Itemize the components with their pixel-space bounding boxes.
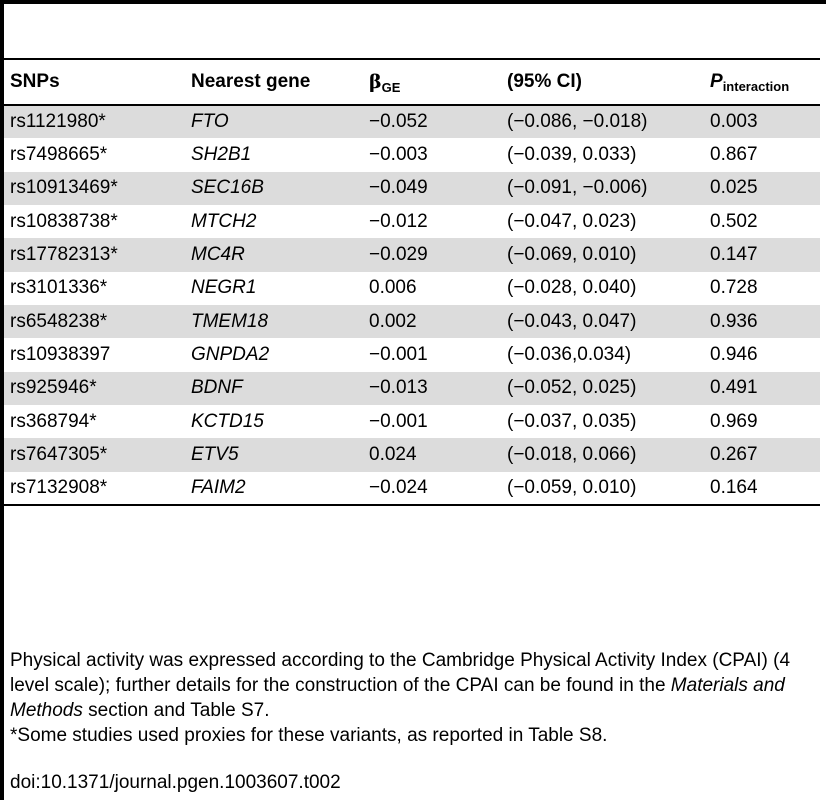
- table-row: rs1121980* FTO −0.052 (−0.086, −0.018) 0.003: [4, 105, 820, 139]
- footnote-text-end: section and Table S7.: [82, 700, 270, 721]
- cell-p: 0.003: [704, 105, 820, 139]
- cell-beta: −0.013: [363, 371, 501, 405]
- cell-beta: 0.006: [369, 277, 417, 299]
- footnote-proxies: *Some studies used proxies for these var…: [10, 725, 608, 746]
- cell-beta: −0.024: [363, 471, 501, 506]
- footnote-italic: Materials and Methods: [10, 675, 785, 721]
- cell-ci: (−0.028, 0.040): [507, 277, 637, 299]
- p-symbol: P: [710, 71, 723, 92]
- table-row: rs7498665* SH2B1 −0.003 (−0.039, 0.033) 0.86…: [4, 138, 820, 171]
- footnote-text: Physical activity was expressed accordin…: [10, 650, 791, 696]
- header-ci: (95% CI): [501, 58, 704, 106]
- table-row: rs3101336* NEGR1 0.006 (−0.028, 0.040) 0.728: [4, 272, 820, 305]
- cell-ci: (−0.039, 0.033): [507, 143, 637, 165]
- table-footnote: Physical activity was expressed accordin…: [10, 648, 820, 748]
- cell-ci: (−0.059, 0.010): [501, 471, 704, 506]
- cell-p: 0.728: [710, 277, 758, 299]
- left-rule: [0, 0, 4, 800]
- cell-beta: −0.012: [369, 210, 428, 232]
- table-row: rs925946* BDNF −0.013 (−0.052, 0.025) 0.491: [4, 371, 820, 405]
- cell-ci: (−0.036,0.034): [507, 343, 632, 365]
- cell-beta: −0.001: [369, 410, 428, 432]
- table-row: rs10913469* SEC16B −0.049 (−0.091, −0.006) 0…: [4, 171, 820, 205]
- cell-ci: (−0.037, 0.035): [507, 410, 637, 432]
- cell-beta: 0.002: [363, 304, 501, 339]
- cell-beta: −0.001: [369, 343, 428, 365]
- doi-text: doi:10.1371/journal.pgen.1003607.t002: [10, 772, 341, 793]
- cell-gene: FAIM2: [185, 471, 363, 506]
- cell-snp: rs368794*: [10, 410, 97, 432]
- cell-ci: (−0.086, −0.018): [501, 105, 704, 139]
- cell-beta: −0.029: [363, 238, 501, 272]
- cell-gene: NEGR1: [191, 277, 257, 299]
- table-body: rs1121980* FTO −0.052 (−0.086, −0.018) 0.003…: [4, 105, 820, 506]
- beta-symbol: β: [369, 70, 382, 93]
- cell-snp: rs6548238*: [4, 304, 185, 339]
- cell-p: 0.491: [704, 371, 820, 405]
- cell-ci: (−0.069, 0.010): [501, 238, 704, 272]
- cell-gene: GNPDA2: [191, 343, 270, 365]
- cell-snp: rs925946*: [4, 371, 185, 405]
- cell-beta: −0.003: [369, 143, 428, 165]
- cell-ci: (−0.052, 0.025): [501, 371, 704, 405]
- header-snps: SNPs: [4, 58, 185, 106]
- cell-snp: rs17782313*: [4, 238, 185, 272]
- cell-snp: rs10938397: [10, 343, 111, 365]
- cell-p: 0.025: [704, 171, 820, 205]
- beta-subscript: GE: [381, 79, 401, 95]
- cell-snp: rs7498665*: [10, 143, 108, 165]
- cell-gene: TMEM18: [185, 304, 363, 339]
- table-row: rs10938397 GNPDA2 −0.001 (−0.036,0.034) 0.94…: [4, 338, 820, 371]
- cell-ci: (−0.047, 0.023): [507, 210, 637, 232]
- cell-ci: (−0.091, −0.006): [501, 171, 704, 205]
- cell-p: 0.946: [710, 343, 758, 365]
- header-nearest-gene: Nearest gene: [185, 58, 363, 106]
- table-row: rs17782313* MC4R −0.029 (−0.069, 0.010) 0.14…: [4, 238, 820, 272]
- cell-ci: (−0.043, 0.047): [501, 304, 704, 339]
- cell-snp: rs10913469*: [4, 171, 185, 205]
- table-row: rs7647305* ETV5 0.024 (−0.018, 0.066) 0.267: [4, 438, 820, 472]
- top-rule: [0, 0, 826, 4]
- cell-p: 0.267: [704, 438, 820, 472]
- header-beta: βGE: [363, 58, 501, 106]
- cell-beta: −0.052: [363, 105, 501, 139]
- cell-gene: BDNF: [185, 371, 363, 405]
- cell-snp: rs1121980*: [4, 105, 185, 139]
- cell-beta: 0.024: [363, 438, 501, 472]
- cell-p: 0.147: [704, 238, 820, 272]
- cell-snp: rs7132908*: [4, 471, 185, 506]
- cell-gene: SEC16B: [185, 171, 363, 205]
- cell-p: 0.502: [710, 210, 758, 232]
- results-table: SNPs Nearest gene βGE (95% CI) Pinteract…: [4, 58, 820, 506]
- cell-ci: (−0.018, 0.066): [501, 438, 704, 472]
- footnote-physical-activity: Physical activity was expressed accordin…: [10, 648, 820, 723]
- cell-gene: MTCH2: [191, 210, 257, 232]
- table-row: rs6548238* TMEM18 0.002 (−0.043, 0.047) 0.93…: [4, 304, 820, 339]
- cell-p: 0.969: [710, 410, 758, 432]
- cell-snp: rs10838738*: [10, 210, 118, 232]
- cell-gene: ETV5: [185, 438, 363, 472]
- cell-gene: SH2B1: [191, 143, 252, 165]
- cell-beta: −0.049: [363, 171, 501, 205]
- cell-gene: KCTD15: [191, 410, 264, 432]
- cell-gene: MC4R: [185, 238, 363, 272]
- table-row: rs368794* KCTD15 −0.001 (−0.037, 0.035) 0.96…: [4, 405, 820, 438]
- cell-gene: FTO: [185, 105, 363, 139]
- table-row: rs10838738* MTCH2 −0.012 (−0.047, 0.023) 0.5…: [4, 205, 820, 238]
- cell-p: 0.164: [704, 471, 820, 506]
- cell-snp: rs7647305*: [4, 438, 185, 472]
- cell-p: 0.936: [704, 304, 820, 339]
- cell-snp: rs3101336*: [10, 277, 108, 299]
- table-row: rs7132908* FAIM2 −0.024 (−0.059, 0.010) 0.16…: [4, 471, 820, 506]
- table-header-row: SNPs Nearest gene βGE (95% CI) Pinteract…: [4, 58, 820, 106]
- p-subscript: interaction: [722, 79, 790, 94]
- header-p-interaction: Pinteraction: [704, 58, 820, 106]
- cell-p: 0.867: [710, 143, 758, 165]
